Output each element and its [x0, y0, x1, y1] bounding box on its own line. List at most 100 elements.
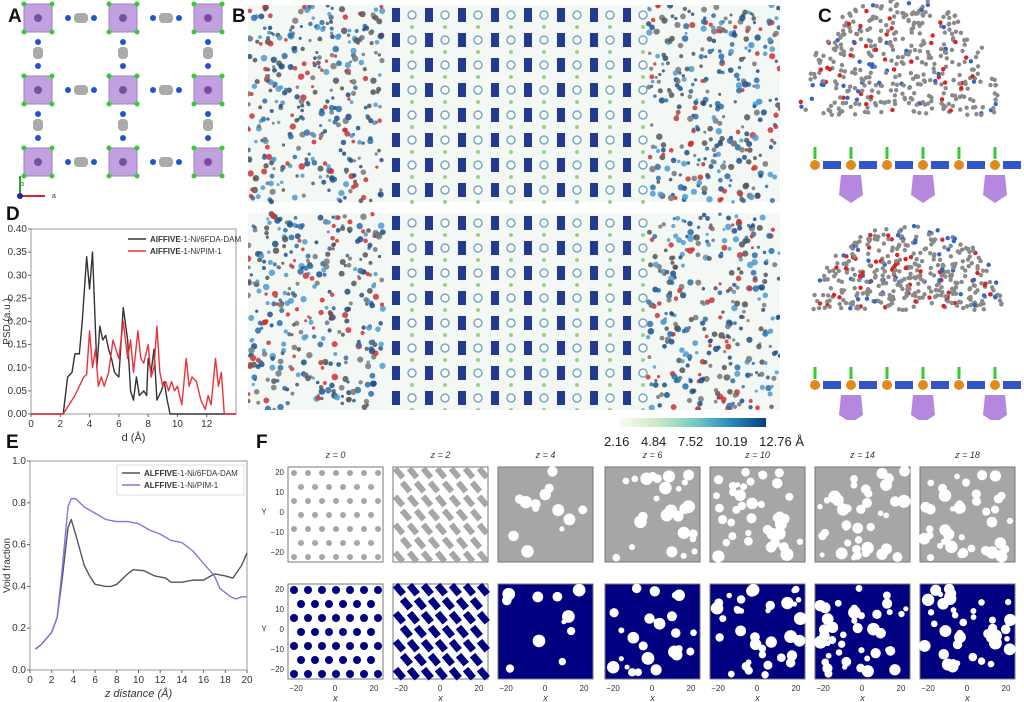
polymer-atom — [272, 65, 276, 69]
polymer-atom — [752, 104, 757, 109]
solid-region — [420, 466, 434, 480]
polymer-atom — [727, 67, 734, 74]
polymer-atom — [997, 293, 1003, 298]
polymer-atom — [681, 76, 687, 82]
solid-region — [325, 600, 333, 608]
fluorine-atom — [21, 29, 27, 35]
polymer-atom — [370, 77, 377, 84]
solid-region — [441, 624, 455, 639]
polymer-atom — [759, 384, 765, 390]
polymer-atom — [687, 279, 694, 286]
polymer-atom — [726, 215, 732, 221]
void-region — [1003, 643, 1016, 656]
solid-region — [420, 666, 434, 681]
mof-pore — [473, 243, 483, 253]
mof-pore — [539, 110, 549, 120]
polymer-atom — [379, 5, 384, 9]
polymer-atom — [857, 273, 863, 279]
void-region — [629, 544, 635, 551]
solid-region — [399, 624, 413, 639]
map-title: z = 6 — [642, 450, 663, 460]
polymer-atom — [959, 85, 964, 91]
series-line — [31, 320, 236, 415]
polymer-atom — [721, 244, 728, 251]
polymer-atom — [248, 242, 252, 249]
polymer-atom — [359, 34, 365, 41]
polymer-atom — [266, 217, 270, 221]
panel-label-b: B — [232, 6, 246, 27]
colorbar-label: 2.16 — [604, 434, 630, 449]
void-region — [864, 655, 871, 662]
polymer-atom — [661, 382, 668, 388]
adsorbate-dot — [443, 233, 447, 237]
polymer-atom — [646, 21, 652, 27]
polymer-atom — [363, 296, 369, 303]
polymer-atom — [337, 329, 342, 334]
polymer-atom — [834, 44, 839, 49]
mof-pore — [407, 10, 417, 20]
polymer-atom — [326, 230, 330, 234]
polymer-atom — [855, 291, 860, 296]
polymer-atom — [903, 307, 909, 312]
polymer-atom — [860, 88, 865, 94]
polymer-atom — [315, 380, 320, 385]
adsorbate-dot — [641, 333, 645, 337]
polymer-atom — [318, 309, 324, 316]
polymer-atom — [291, 194, 298, 201]
polymer-atom — [264, 405, 272, 410]
polymer-atom — [331, 242, 336, 248]
polymer-atom — [746, 285, 753, 292]
polymer-atom — [295, 372, 301, 378]
polymer-atom — [959, 279, 964, 285]
void-region — [634, 668, 643, 677]
polymer-atom — [840, 14, 845, 20]
polymer-atom — [913, 240, 918, 245]
linker — [895, 381, 913, 389]
polymer-atom — [350, 90, 357, 96]
solid-region — [375, 498, 381, 504]
legend-label-bold: AlFFIVE — [150, 235, 181, 244]
void-region — [884, 474, 894, 484]
polymer-atom — [711, 147, 717, 153]
polymer-atom — [362, 67, 367, 72]
fluorine-atom — [191, 29, 197, 35]
fluorine-atom — [134, 29, 140, 35]
void-region — [649, 586, 660, 597]
polymer-atom — [931, 239, 936, 244]
polymer-atom — [883, 280, 889, 286]
nitrogen-atom — [35, 63, 41, 69]
polymer-atom — [908, 70, 914, 76]
polymer-atom — [690, 247, 696, 252]
void-region — [993, 494, 1003, 504]
polymer-atom — [890, 248, 895, 253]
polymer-atom — [902, 225, 907, 230]
polymer-atom — [284, 87, 288, 91]
mof-node — [590, 8, 598, 22]
void-map-top — [709, 466, 806, 563]
void-region — [990, 505, 1000, 514]
polymer-atom — [773, 30, 779, 37]
polymer-atom — [646, 320, 654, 328]
polymer-atom — [878, 300, 884, 305]
mof-node — [623, 183, 631, 197]
polymer-atom — [976, 255, 981, 261]
polymer-atom — [379, 305, 386, 312]
polymer-atom — [718, 53, 725, 60]
void-region — [671, 591, 679, 599]
fluorine-atom — [191, 145, 197, 151]
polymer-atom — [710, 226, 715, 232]
linker — [859, 161, 877, 169]
polymer-atom — [769, 404, 774, 410]
polymer-atom — [722, 160, 726, 164]
polymer-atom — [766, 330, 770, 335]
polymer-atom — [919, 60, 925, 65]
polymer-atom — [953, 291, 959, 296]
polymer-atom — [820, 292, 826, 298]
polymer-atom — [932, 252, 937, 257]
void-region — [774, 468, 784, 478]
adsorbate-dot — [542, 75, 546, 79]
polymer-atom — [663, 248, 668, 253]
polymer-atom — [692, 340, 699, 346]
polymer-atom — [285, 161, 290, 166]
adsorbate-dot — [608, 233, 612, 237]
